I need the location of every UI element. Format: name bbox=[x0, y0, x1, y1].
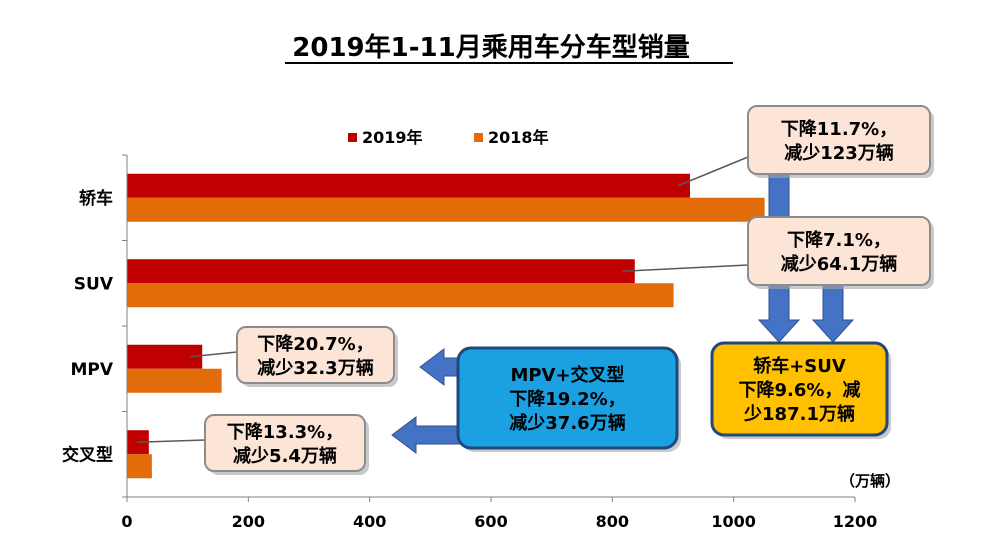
legend-label-2019: 2019年 bbox=[362, 128, 423, 147]
annotation-box bbox=[236, 326, 395, 384]
x-tick-label: 200 bbox=[232, 512, 265, 531]
annotation-box bbox=[747, 105, 931, 175]
bar-2018 bbox=[127, 197, 765, 222]
leader-line-crossover bbox=[136, 439, 206, 443]
bar-2019 bbox=[127, 344, 203, 369]
category-label: 交叉型 bbox=[62, 444, 113, 465]
annotation-text: 减少123万辆 bbox=[784, 142, 894, 164]
bar-2018 bbox=[127, 368, 222, 393]
category-label: SUV bbox=[74, 274, 114, 294]
annotation-text: 减少64.1万辆 bbox=[781, 253, 897, 275]
bar-2019 bbox=[127, 173, 690, 198]
arrow-suv-down bbox=[811, 282, 855, 343]
annotation-text: 减少5.4万辆 bbox=[233, 445, 337, 467]
annotation-text: 轿车+SUV bbox=[753, 355, 846, 377]
category-label: MPV bbox=[70, 360, 113, 380]
x-tick-label: 0 bbox=[121, 512, 132, 531]
unit-label: （万辆） bbox=[840, 472, 900, 490]
annotation-mpv: 下降20.7%，减少32.3万辆 bbox=[236, 326, 398, 387]
x-tick-label: 600 bbox=[474, 512, 507, 531]
annotation-text: 下降7.1%， bbox=[787, 229, 891, 251]
annotation-box bbox=[747, 216, 931, 286]
annotation-text: 下降13.3%， bbox=[227, 421, 343, 443]
x-tick-label: 1200 bbox=[833, 512, 878, 531]
legend: 2019年 2018年 bbox=[348, 128, 549, 147]
annotation-text: 下降11.7%， bbox=[781, 118, 897, 140]
annotation-text: 下降19.2%， bbox=[509, 388, 625, 410]
annotation-box bbox=[456, 346, 679, 450]
annotation-crossover: 下降13.3%，减少5.4万辆 bbox=[204, 414, 369, 475]
annotation-text: 下降20.7%， bbox=[257, 333, 373, 355]
arrow-to-crossover bbox=[391, 416, 463, 454]
category-label: 轿车 bbox=[79, 188, 113, 209]
bar-2018 bbox=[127, 454, 152, 479]
annotation-text: 少187.1万辆 bbox=[743, 403, 855, 425]
arrow-to-mpv bbox=[419, 348, 463, 386]
legend-swatch-2018 bbox=[474, 133, 483, 142]
bar-2018 bbox=[127, 283, 674, 308]
legend-label-2018: 2018年 bbox=[488, 128, 549, 147]
annotation-text: 下降9.6%，减 bbox=[739, 379, 861, 401]
annotation-text: 减少37.6万辆 bbox=[509, 412, 625, 434]
leader-line-sedan bbox=[677, 156, 749, 187]
annotation-box bbox=[204, 414, 366, 472]
x-tick-label: 400 bbox=[353, 512, 386, 531]
leader-line-mpv bbox=[190, 351, 238, 358]
chart-title: 2019年1-11月乘用车分车型销量 bbox=[292, 32, 689, 63]
annotation-box bbox=[710, 341, 889, 437]
x-tick-label: 1000 bbox=[711, 512, 756, 531]
x-tick-label: 800 bbox=[596, 512, 629, 531]
annotation-suv: 下降7.1%，减少64.1万辆 bbox=[747, 216, 934, 289]
leader-line-suv bbox=[622, 264, 749, 272]
annotation-sedan: 下降11.7%，减少123万辆 bbox=[747, 105, 934, 178]
annotation-text: MPV+交叉型 bbox=[510, 364, 624, 386]
annotation-text: 减少32.3万辆 bbox=[257, 357, 373, 379]
bar-2019 bbox=[127, 259, 635, 284]
legend-swatch-2019 bbox=[348, 133, 357, 142]
